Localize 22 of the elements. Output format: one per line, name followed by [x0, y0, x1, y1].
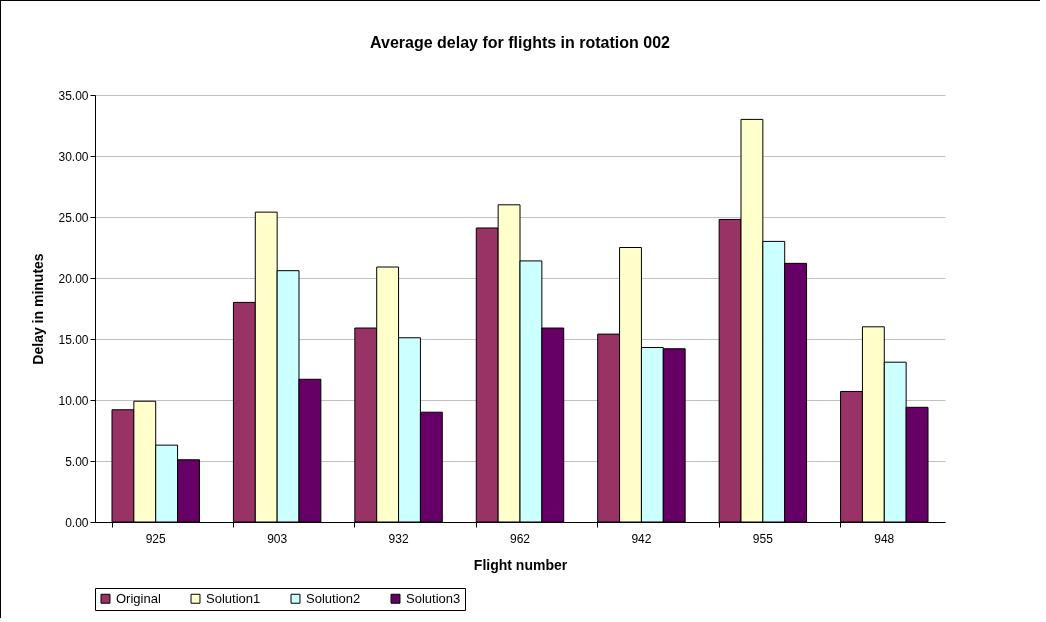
legend-label: Original — [116, 590, 161, 606]
y-axis-title: Delay in minutes — [30, 253, 47, 365]
x-tick-label: 955 — [752, 531, 774, 546]
chart-title: Average delay for flights in rotation 002 — [370, 34, 671, 51]
y-tick-label: 25.00 — [58, 210, 89, 225]
x-tick-label: 962 — [509, 531, 531, 546]
x-tick-label: 942 — [631, 531, 652, 546]
y-tick-label: 5.00 — [65, 454, 89, 469]
x-tick-label: 948 — [874, 531, 895, 546]
legend-label: Solution1 — [206, 590, 261, 606]
x-tick-label: 925 — [145, 531, 167, 546]
x-tick-label: 903 — [267, 531, 288, 546]
x-tick-label: 932 — [388, 531, 409, 546]
y-tick-label: 35.00 — [58, 88, 89, 103]
y-tick-label: 20.00 — [58, 271, 89, 286]
x-axis-title: Flight number — [473, 556, 568, 573]
legend-label: Solution2 — [306, 590, 361, 606]
y-tick-label: 30.00 — [58, 149, 89, 164]
y-tick-label: 10.00 — [58, 393, 89, 408]
y-tick-label: 15.00 — [58, 332, 89, 347]
legend-label: Solution3 — [406, 590, 461, 606]
y-tick-label: 0.00 — [65, 515, 89, 530]
